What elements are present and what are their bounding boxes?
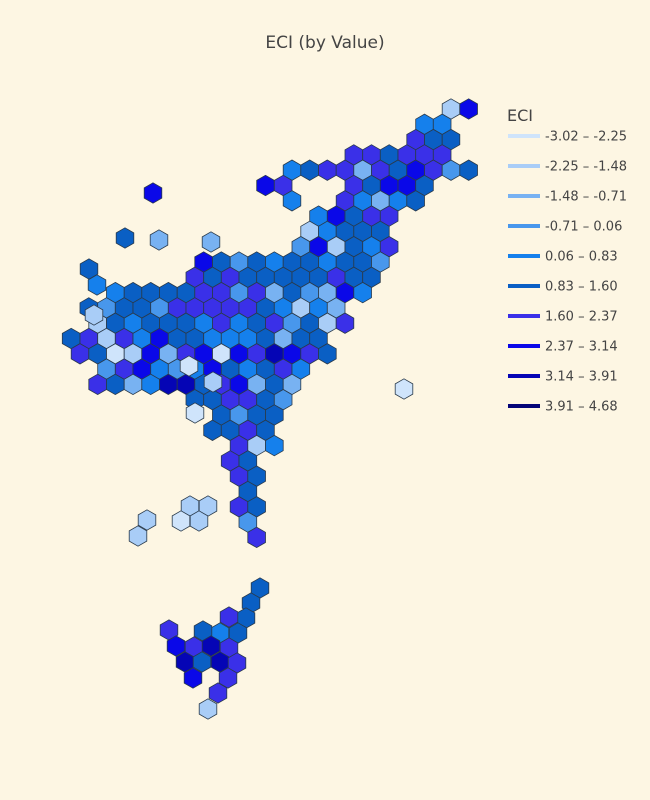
hex-cell: [301, 160, 319, 180]
hex-cell: [116, 228, 134, 248]
legend-label: -3.02 – -2.25: [545, 130, 627, 145]
legend-label: -2.25 – -1.48: [545, 160, 627, 175]
legend-label: 3.91 – 4.68: [545, 400, 618, 415]
legend: ECI -3.02 – -2.25 -2.25 – -1.48 -1.48 – -0.…: [507, 106, 627, 415]
hex-cell: [395, 379, 413, 399]
hex-cell: [144, 183, 162, 203]
hex-cell: [257, 175, 275, 195]
hex-layer: [62, 99, 477, 719]
hex-cell: [460, 160, 478, 180]
legend-label: 3.14 – 3.91: [545, 370, 618, 385]
legend-title: ECI: [507, 106, 533, 125]
hex-cell: [319, 160, 337, 180]
hex-cell: [150, 230, 168, 250]
legend-label: -1.48 – -0.71: [545, 190, 627, 205]
legend-label: 1.60 – 2.37: [545, 310, 618, 325]
legend-label: 2.37 – 3.14: [545, 340, 618, 355]
legend-label: 0.83 – 1.60: [545, 280, 618, 295]
hex-cell: [202, 232, 220, 252]
legend-label: -0.71 – 0.06: [545, 220, 622, 235]
hex-cell: [460, 99, 478, 119]
legend-label: 0.06 – 0.83: [545, 250, 618, 265]
hex-cell: [199, 699, 217, 719]
